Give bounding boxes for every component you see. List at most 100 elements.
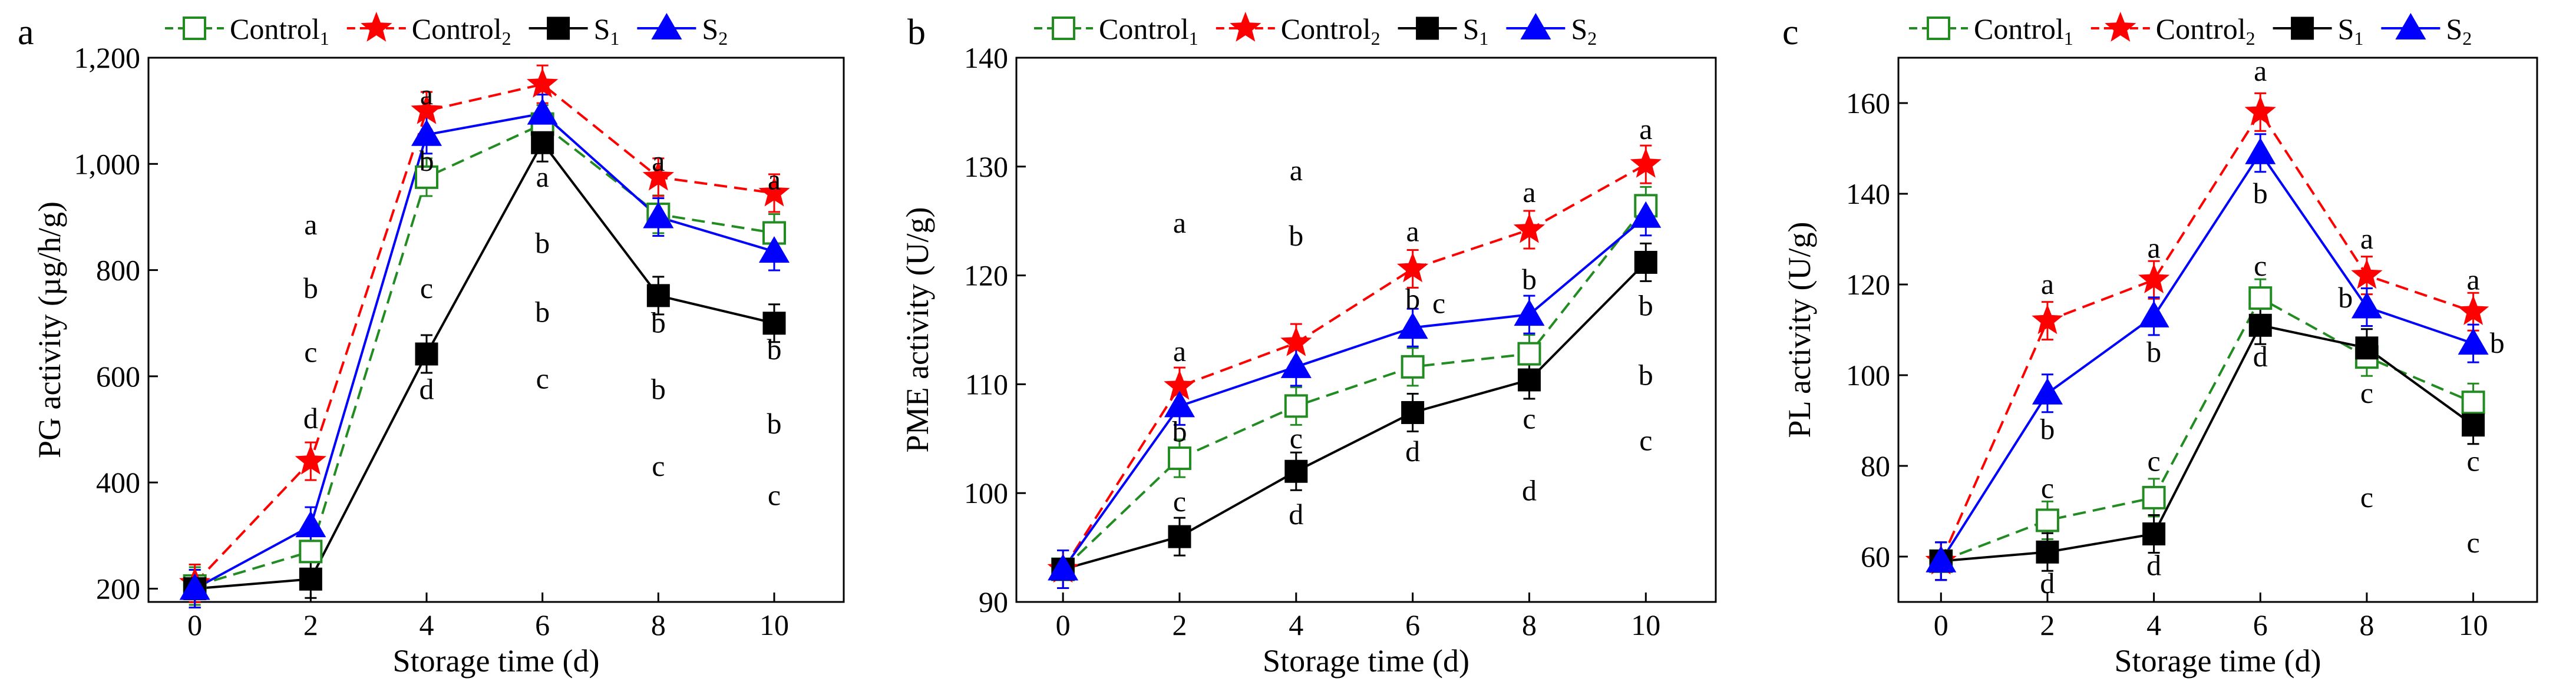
series-line-c1 — [1062, 205, 1647, 571]
legend-label-c1: Control1 — [1974, 12, 2073, 49]
x-tick-label: 0 — [1934, 608, 1948, 641]
marker-s1 — [1401, 401, 1425, 424]
significance-letter: c — [652, 449, 665, 482]
series-line-s1 — [1062, 261, 1647, 571]
significance-letter: c — [1290, 422, 1303, 455]
y-axis-label: PG activity (µg/h/g) — [32, 201, 67, 458]
significance-letter: b — [303, 272, 318, 305]
legend-label-s2: S2 — [1571, 12, 1597, 49]
series-line-c1 — [194, 123, 775, 587]
marker-s2 — [1048, 554, 1079, 581]
legend-marker-s1 — [1416, 16, 1439, 40]
series-line-s2 — [1062, 216, 1647, 570]
x-tick-label: 0 — [187, 608, 202, 641]
significance-letter: c — [2466, 526, 2479, 559]
marker-c1 — [2035, 508, 2059, 532]
marker-s1 — [1517, 368, 1541, 392]
series-line-s1 — [1941, 324, 2474, 562]
x-tick-label: 10 — [759, 608, 789, 641]
marker-s1 — [1634, 250, 1657, 274]
y-tick-label: 600 — [96, 360, 140, 393]
marker-c2 — [1280, 326, 1312, 356]
significance-letter: c — [1432, 287, 1445, 320]
significance-letter: a — [1173, 335, 1186, 368]
significance-letter: b — [1172, 415, 1187, 448]
marker-c2 — [2351, 259, 2383, 289]
plot-frame — [1897, 57, 2538, 603]
marker-s2 — [1280, 351, 1312, 378]
series-line-c2 — [1940, 110, 2474, 562]
legend-a: Control1 Control2 S1 S2 — [165, 12, 728, 49]
series-line-s1 — [194, 140, 775, 590]
y-tick-label: 200 — [96, 572, 140, 605]
significance-letter: d — [2253, 340, 2268, 373]
legend-marker-c2 — [1230, 12, 1261, 42]
legend-marker-c2 — [361, 12, 392, 42]
legend-label-s2: S2 — [702, 12, 728, 49]
x-axis-label: Storage time (d) — [393, 643, 600, 679]
series-line-c1 — [1940, 296, 2474, 562]
legend-subscript: 2 — [502, 28, 511, 49]
x-tick-label: 0 — [1056, 608, 1071, 641]
significance-letter: c — [304, 335, 317, 368]
significance-letter: c — [2360, 481, 2373, 514]
legend-label-s1: S1 — [1463, 12, 1489, 49]
y-tick-label: 100 — [964, 476, 1008, 509]
significance-letter: a — [1406, 215, 1419, 248]
x-tick-label: 8 — [651, 608, 666, 641]
significance-letter: b — [1639, 359, 1653, 392]
marker-s2 — [759, 236, 790, 263]
significance-letter: d — [420, 372, 434, 405]
x-tick-label: 8 — [2359, 608, 2374, 641]
x-tick-label: 4 — [1289, 608, 1303, 641]
legend-subscript: 1 — [1479, 28, 1488, 49]
significance-letter: d — [2146, 548, 2161, 581]
marker-c2 — [1397, 252, 1429, 283]
y-axis-label: PL activity (U/g) — [1782, 222, 1817, 438]
marker-c2 — [758, 176, 790, 207]
marker-s2 — [295, 511, 326, 538]
plot-frame — [1015, 57, 1717, 603]
legend-marker-s1 — [547, 16, 570, 40]
y-tick-label: 60 — [1861, 540, 1890, 573]
marker-s1 — [1168, 525, 1191, 548]
significance-letter: a — [1290, 154, 1303, 187]
significance-letter: b — [1639, 289, 1653, 322]
legend-name: S — [2338, 12, 2354, 45]
legend-marker-c1 — [183, 16, 206, 40]
panel-letter: b — [907, 12, 926, 52]
marker-s1 — [299, 567, 322, 591]
legend-subscript: 1 — [2064, 28, 2073, 49]
legend-subscript: 1 — [610, 28, 619, 49]
significance-letter: a — [536, 160, 549, 193]
significance-letter: d — [303, 402, 318, 435]
significance-letter: a — [652, 144, 665, 177]
x-tick-label: 10 — [1631, 608, 1660, 641]
legend-subscript: 2 — [718, 28, 728, 49]
series-line-s2 — [1940, 151, 2474, 562]
significance-letter: b — [420, 144, 434, 177]
significance-letter: a — [2254, 54, 2267, 87]
marker-c2 — [527, 68, 559, 98]
marker-s2 — [2351, 292, 2382, 319]
marker-s2 — [179, 573, 210, 600]
y-axis-label: PME activity (U/g) — [900, 207, 935, 453]
significance-letter: c — [1173, 485, 1186, 518]
significance-letter: d — [1405, 435, 1420, 468]
significance-letter: c — [2254, 249, 2267, 282]
marker-s2 — [2138, 300, 2169, 327]
legend-label-c2: Control2 — [412, 12, 511, 49]
significance-letter: b — [651, 372, 666, 405]
significance-letter: a — [1523, 176, 1535, 208]
significance-letter: c — [2041, 472, 2054, 505]
legend-name: Control — [1281, 12, 1371, 45]
y-tick-label: 140 — [1846, 177, 1890, 210]
significance-letter: d — [2040, 567, 2055, 600]
y-tick-label: 80 — [1861, 449, 1890, 482]
y-tick-label: 110 — [965, 368, 1008, 401]
x-tick-label: 4 — [2146, 608, 2161, 641]
marker-c2 — [2244, 95, 2276, 126]
legend-marker-c1 — [1052, 16, 1075, 40]
marker-s2 — [1164, 390, 1195, 418]
y-tick-label: 120 — [964, 259, 1008, 292]
